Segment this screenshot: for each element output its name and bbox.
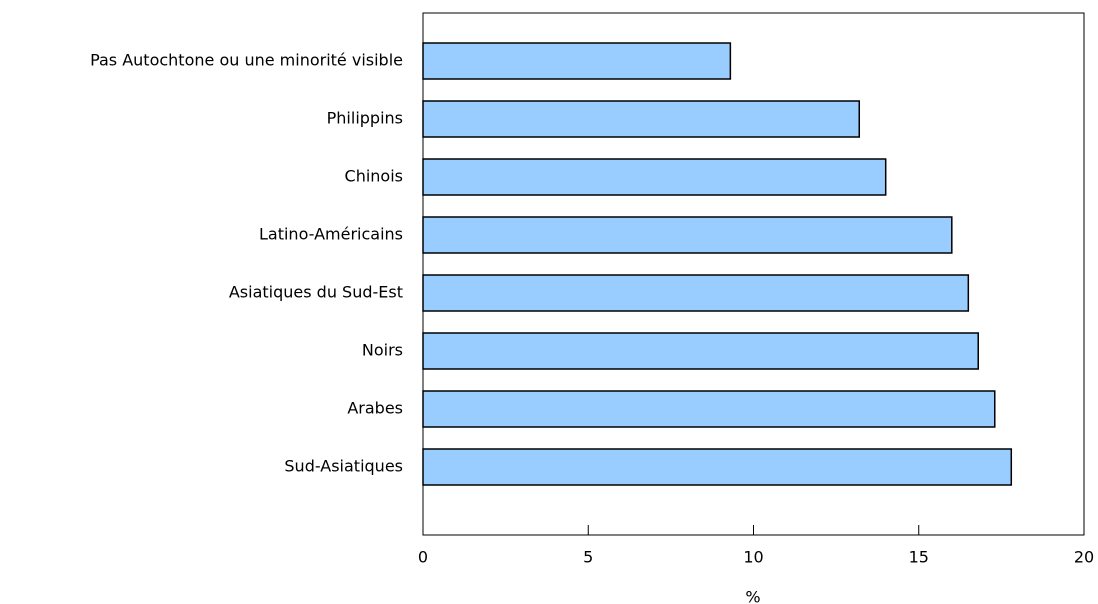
y-tick-label: Latino-Américains [259,225,403,244]
bar [422,390,996,428]
y-tick-label: Noirs [362,341,403,360]
y-tick-label: Asiatiques du Sud-Est [229,283,403,302]
bar [422,42,732,80]
y-tick-label: Philippins [327,109,403,128]
x-axis-label: % [745,588,760,604]
y-tick-label: Pas Autochtone ou une minorité visible [90,51,403,70]
y-tick-label: Sud-Asiatiques [284,457,403,476]
x-tick-label: 0 [418,548,428,567]
x-tick-label: 5 [583,548,593,567]
bar [422,332,979,370]
bar [422,216,953,254]
y-tick-label: Arabes [347,399,403,418]
bar [422,274,970,312]
bar [422,448,1013,486]
bar [422,100,861,138]
x-tick-label: 15 [909,548,929,567]
x-tick-label: 10 [743,548,763,567]
bar [422,158,887,196]
y-tick-label: Chinois [345,167,403,186]
x-tick-label: 20 [1074,548,1094,567]
